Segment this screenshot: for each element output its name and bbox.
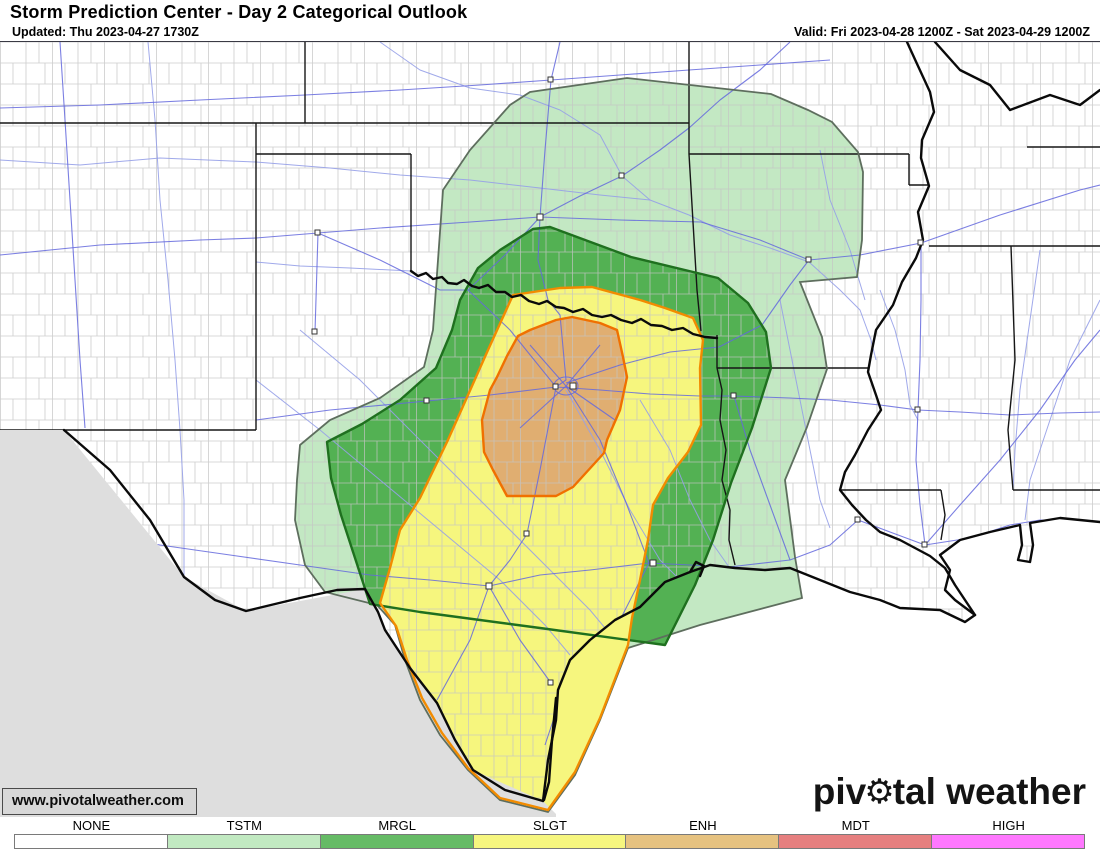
updated-timestamp: Updated: Thu 2023-04-27 1730Z: [12, 25, 199, 39]
legend-swatch: [319, 834, 474, 849]
major-water-features: [62, 42, 1100, 803]
legend-item-tstm: TSTM: [166, 818, 321, 849]
mexico-region: [0, 430, 556, 817]
legend-swatch: [625, 834, 780, 849]
watermark-url: www.pivotalweather.com: [2, 788, 197, 815]
header: Storm Prediction Center - Day 2 Categori…: [0, 0, 1100, 43]
rio-grande: [62, 428, 545, 803]
state-borders: [0, 42, 1100, 566]
logo-text-suffix: tal weather: [892, 771, 1086, 812]
galveston-bay: [688, 560, 706, 578]
outlook-map: www.pivotalweather.com piv⚙tal weather: [0, 42, 1100, 817]
pivotal-weather-logo: piv⚙tal weather: [813, 773, 1086, 810]
legend-label: MDT: [841, 818, 870, 833]
mississippi-river: [838, 42, 977, 617]
page-title: Storm Prediction Center - Day 2 Categori…: [10, 2, 468, 22]
legend-label: ENH: [689, 818, 717, 833]
risk-legend: NONE TSTM MRGL SLGT ENH MDT HIGH: [0, 818, 1100, 850]
legend-item-mdt: MDT: [778, 818, 933, 849]
city-markers: [311, 76, 928, 686]
legend-swatch: [166, 834, 321, 849]
legend-swatch: [14, 834, 168, 849]
legend-item-high: HIGH: [931, 818, 1086, 849]
header-divider: [0, 41, 1100, 43]
legend-item-none: NONE: [14, 818, 168, 849]
logo-text-prefix: piv: [812, 771, 867, 812]
gulf-coastline: [541, 516, 1100, 803]
legend-label: NONE: [72, 818, 111, 833]
legend-item-slgt: SLGT: [472, 818, 627, 849]
legend-label: MRGL: [378, 818, 416, 833]
red-river: [409, 269, 719, 340]
legend-item-mrgl: MRGL: [319, 818, 474, 849]
legend-item-enh: ENH: [625, 818, 780, 849]
legend-swatch: [472, 834, 627, 849]
legend-swatch: [931, 834, 1086, 849]
legend-label: HIGH: [992, 818, 1025, 833]
legend-swatch: [778, 834, 933, 849]
barrier-island: [542, 696, 558, 802]
legend-label: TSTM: [226, 818, 262, 833]
map-canvas: [0, 42, 1100, 817]
legend-items: NONE TSTM MRGL SLGT ENH MDT HIGH: [14, 818, 1086, 849]
gear-icon: ⚙: [864, 773, 895, 811]
legend-label: SLGT: [533, 818, 567, 833]
tennessee-river: [933, 42, 1100, 112]
valid-period: Valid: Fri 2023-04-28 1200Z - Sat 2023-0…: [793, 25, 1090, 39]
